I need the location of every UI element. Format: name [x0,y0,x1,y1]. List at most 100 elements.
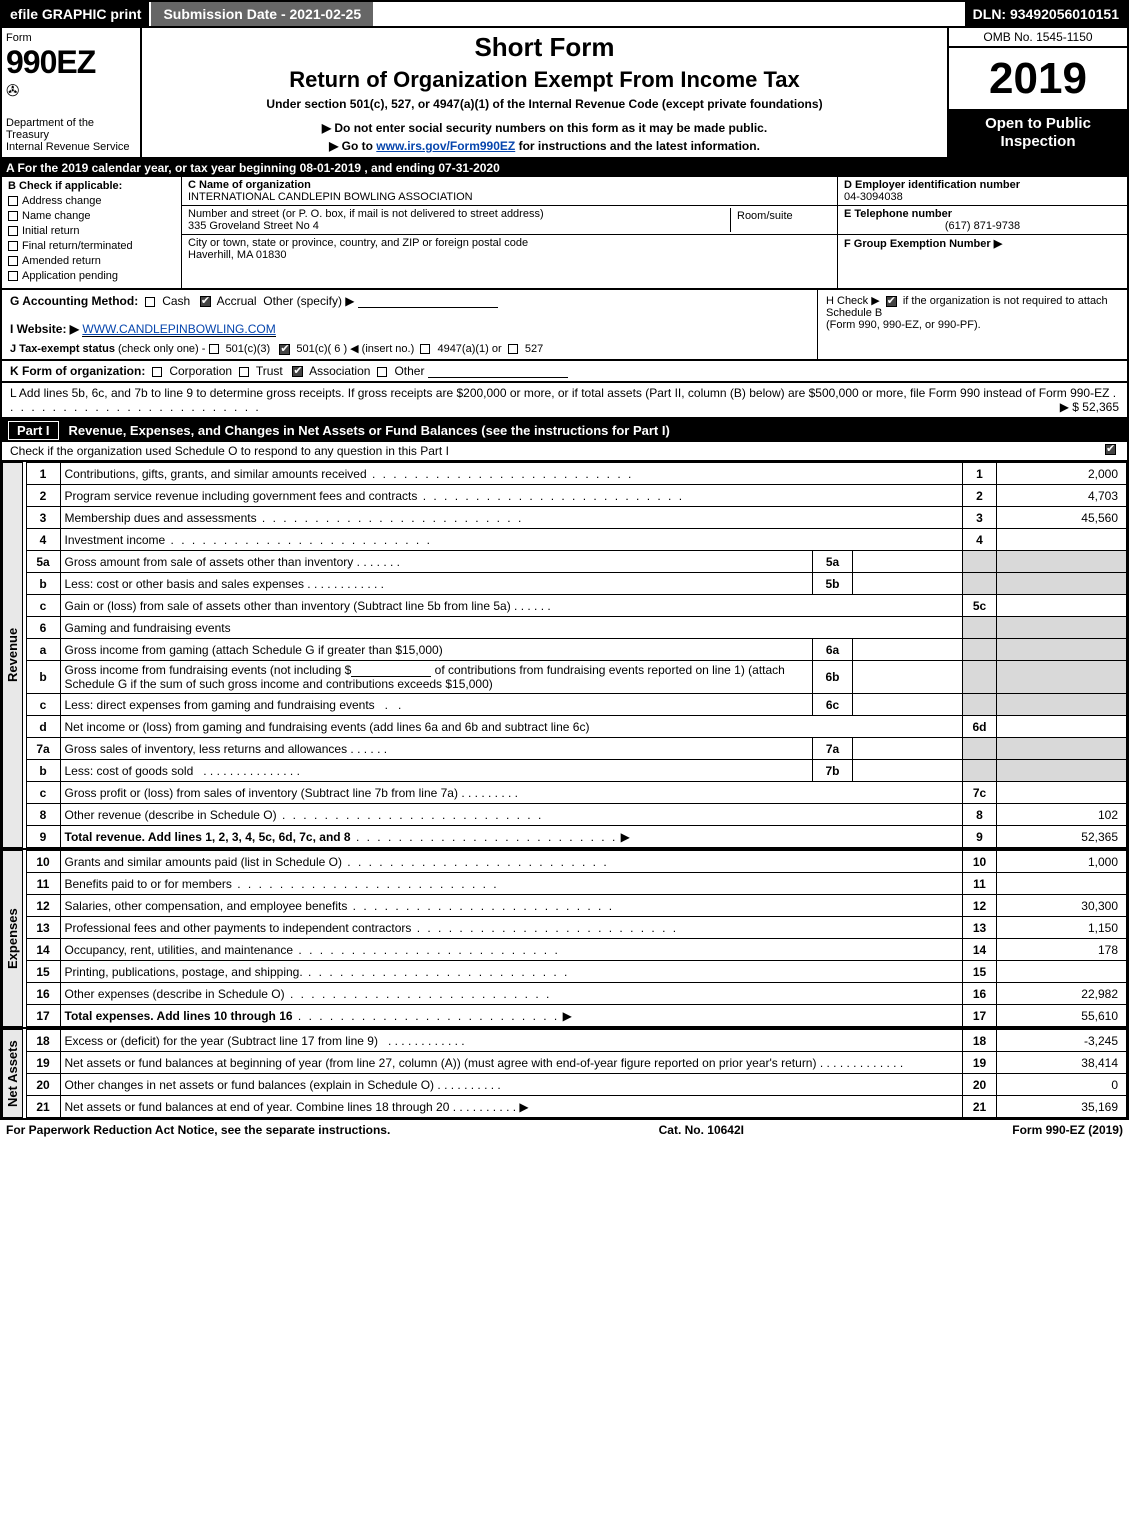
G-section: G Accounting Method: Cash Accrual Other … [2,290,817,359]
chk-501c[interactable] [279,344,290,355]
chk-trust[interactable] [239,367,249,377]
expenses-table: 10Grants and similar amounts paid (list … [26,850,1128,1027]
L-row: L Add lines 5b, 6c, and 7b to line 9 to … [0,383,1129,419]
part1-label: Part I [8,421,59,440]
efile-label[interactable]: efile GRAPHIC print [2,2,149,26]
omb-number: OMB No. 1545-1150 [949,28,1127,48]
line-3: 3Membership dues and assessments345,560 [26,507,1127,529]
under-section: Under section 501(c), 527, or 4947(a)(1)… [150,97,939,111]
phone-value: (617) 871-9738 [844,220,1121,232]
chk-assoc[interactable] [292,366,303,377]
side-netassets: Net Assets [2,1029,26,1118]
K-row: K Form of organization: Corporation Trus… [0,361,1129,383]
chk-final-return[interactable]: Final return/terminated [8,240,175,252]
org-street: 335 Groveland Street No 4 [188,220,319,232]
org-city: Haverhill, MA 01830 [188,249,286,261]
C-name-label: C Name of organization [188,179,311,191]
spacer [373,2,965,26]
netassets-table: 18Excess or (deficit) for the year (Subt… [26,1029,1128,1118]
gh-row: G Accounting Method: Cash Accrual Other … [0,290,1129,361]
header-left: Form 990EZ ✇ Department of the Treasury … [2,28,142,157]
line-4: 4Investment income4 [26,529,1127,551]
chk-corp[interactable] [152,367,162,377]
C-name-cell: C Name of organization INTERNATIONAL CAN… [182,177,837,206]
E-label: E Telephone number [844,208,952,220]
footer-left: For Paperwork Reduction Act Notice, see … [6,1123,390,1137]
line-21: 21Net assets or fund balances at end of … [26,1096,1127,1118]
goto-link[interactable]: www.irs.gov/Form990EZ [376,139,515,153]
chk-initial-return[interactable]: Initial return [8,225,175,237]
irs-label: Internal Revenue Service [6,141,136,153]
part1-heading: Revenue, Expenses, and Changes in Net As… [69,423,670,438]
chk-H[interactable] [886,296,897,307]
line-18: 18Excess or (deficit) for the year (Subt… [26,1030,1127,1052]
footer: For Paperwork Reduction Act Notice, see … [0,1120,1129,1140]
website-link[interactable]: WWW.CANDLEPINBOWLING.COM [82,322,275,337]
row-A: A For the 2019 calendar year, or tax yea… [0,159,1129,177]
seal-icon: ✇ [6,81,136,101]
line-10: 10Grants and similar amounts paid (list … [26,851,1127,873]
footer-mid: Cat. No. 10642I [659,1123,744,1137]
ein-value: 04-3094038 [844,191,903,203]
side-expenses: Expenses [2,850,26,1027]
form-header: Form 990EZ ✇ Department of the Treasury … [0,28,1129,159]
tax-year: 2019 [949,48,1127,109]
F-label: F Group Exemption Number ▶ [844,238,1002,250]
chk-other-org[interactable] [377,367,387,377]
part1-table-wrap: Revenue 1Contributions, gifts, grants, a… [0,462,1129,850]
chk-501c3[interactable] [209,344,219,354]
goto-note: ▶ Go to www.irs.gov/Form990EZ for instru… [150,139,939,153]
line-20: 20Other changes in net assets or fund ba… [26,1074,1127,1096]
D-cell: D Employer identification number 04-3094… [838,177,1127,206]
other-specify-line[interactable] [358,294,498,308]
chk-cash[interactable] [145,297,155,307]
line-6c: cLess: direct expenses from gaming and f… [26,694,1127,716]
C-city-cell: City or town, state or province, country… [182,235,837,263]
J-label: J Tax-exempt status [10,343,115,355]
L-amount: ▶ $ 52,365 [1060,400,1119,414]
dept-label: Department of the Treasury [6,117,136,141]
line-5b: bLess: cost or other basis and sales exp… [26,573,1127,595]
room-suite-label: Room/suite [731,208,831,232]
line-5c: cGain or (loss) from sale of assets othe… [26,595,1127,617]
C-street-row: Number and street (or P. O. box, if mail… [182,206,837,235]
line-1: 1Contributions, gifts, grants, and simil… [26,463,1127,485]
header-right: OMB No. 1545-1150 2019 Open to Public In… [947,28,1127,157]
H-section: H Check ▶ if the organization is not req… [817,290,1127,359]
line-6: 6Gaming and fundraising events [26,617,1127,639]
line-9: 9Total revenue. Add lines 1, 2, 3, 4, 5c… [26,826,1127,848]
form-number: 990EZ [6,44,136,81]
line-6d: dNet income or (loss) from gaming and fu… [26,716,1127,738]
header-mid: Short Form Return of Organization Exempt… [142,28,947,157]
top-bar: efile GRAPHIC print Submission Date - 20… [0,0,1129,28]
line-13: 13Professional fees and other payments t… [26,917,1127,939]
chk-pending[interactable]: Application pending [8,270,175,282]
line-6b: bGross income from fundraising events (n… [26,661,1127,694]
dln-label: DLN: 93492056010151 [965,2,1127,26]
other-org-line[interactable] [428,364,568,378]
line-6a: aGross income from gaming (attach Schedu… [26,639,1127,661]
part1-header: Part I Revenue, Expenses, and Changes in… [0,419,1129,442]
box-DEF: D Employer identification number 04-3094… [837,177,1127,288]
line-14: 14Occupancy, rent, utilities, and mainte… [26,939,1127,961]
chk-4947[interactable] [420,344,430,354]
side-revenue: Revenue [2,462,26,848]
footer-right: Form 990-EZ (2019) [1012,1123,1123,1137]
chk-527[interactable] [508,344,518,354]
line-2: 2Program service revenue including gover… [26,485,1127,507]
goto-post: for instructions and the latest informat… [515,139,760,153]
chk-schedule-o[interactable] [1105,444,1116,455]
info-grid: B Check if applicable: Address change Na… [0,177,1129,290]
D-label: D Employer identification number [844,179,1020,191]
chk-address-change[interactable]: Address change [8,195,175,207]
part1-checkline: Check if the organization used Schedule … [0,442,1129,462]
chk-amended[interactable]: Amended return [8,255,175,267]
line-19: 19Net assets or fund balances at beginni… [26,1052,1127,1074]
expenses-wrap: Expenses 10Grants and similar amounts pa… [0,850,1129,1029]
chk-name-change[interactable]: Name change [8,210,175,222]
L-text: L Add lines 5b, 6c, and 7b to line 9 to … [10,386,1109,400]
line-17: 17Total expenses. Add lines 10 through 1… [26,1005,1127,1027]
chk-accrual[interactable] [200,296,211,307]
H-line1: H Check ▶ [826,295,880,307]
do-not-note: ▶ Do not enter social security numbers o… [150,121,939,135]
